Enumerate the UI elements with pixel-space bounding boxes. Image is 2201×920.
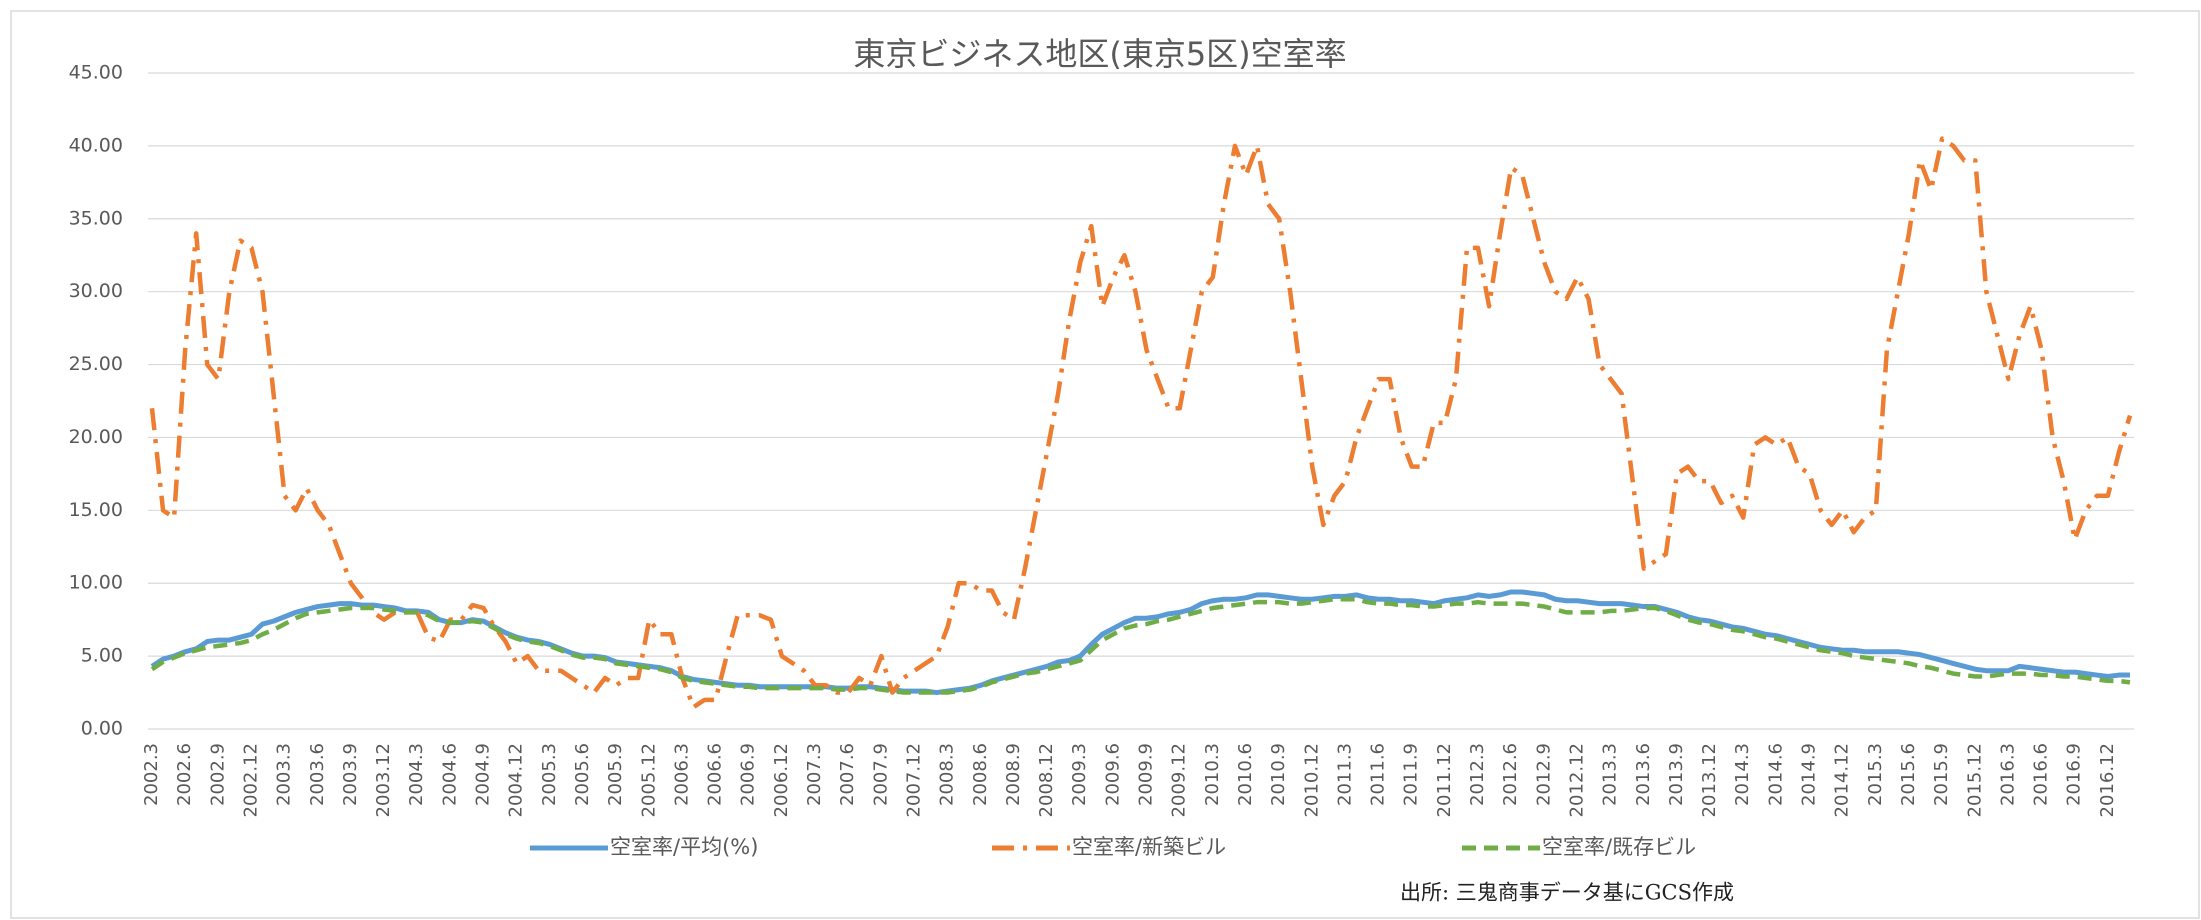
y-tick-label: 25.00 [69, 353, 123, 375]
x-tick-label: 2006.12 [771, 743, 792, 817]
y-tick-label: 20.00 [69, 426, 123, 448]
series-line [149, 136, 2133, 710]
x-tick-label: 2005.3 [539, 743, 560, 806]
x-tick-label: 2002.6 [174, 743, 195, 806]
y-tick-label: 15.00 [69, 499, 123, 521]
x-tick-label: 2013.6 [1633, 743, 1654, 806]
y-tick-label: 45.00 [69, 62, 123, 84]
x-tick-label: 2004.3 [406, 743, 427, 806]
x-tick-label: 2011.9 [1401, 743, 1422, 806]
legend-label: 空室率/既存ビル [1542, 835, 1696, 859]
x-tick-label: 2015.12 [1964, 743, 1985, 817]
x-tick-label: 2005.12 [638, 743, 659, 817]
y-tick-label: 0.00 [81, 718, 123, 740]
y-tick-label: 35.00 [69, 207, 123, 229]
x-tick-label: 2006.3 [671, 743, 692, 806]
x-tick-label: 2005.6 [572, 743, 593, 806]
x-tick-label: 2014.3 [1732, 743, 1753, 806]
x-tick-label: 2007.9 [870, 743, 891, 806]
x-tick-label: 2006.9 [738, 743, 759, 806]
x-tick-label: 2009.6 [1102, 743, 1123, 806]
x-tick-label: 2010.12 [1301, 743, 1322, 817]
x-tick-label: 2004.6 [439, 743, 460, 806]
x-tick-label: 2004.9 [473, 743, 494, 806]
x-tick-label: 2008.9 [1003, 743, 1024, 806]
x-tick-label: 2013.9 [1666, 743, 1687, 806]
x-tick-label: 2014.9 [1799, 743, 1820, 806]
x-tick-label: 2007.6 [837, 743, 858, 806]
x-tick-label: 2011.6 [1368, 743, 1389, 806]
y-tick-label: 5.00 [81, 645, 123, 667]
x-tick-label: 2011.3 [1334, 743, 1355, 806]
x-tick-label: 2004.12 [506, 743, 527, 817]
x-tick-label: 2016.6 [2031, 743, 2052, 806]
x-tick-label: 2009.12 [1169, 743, 1190, 817]
chart-frame [10, 10, 2200, 919]
x-tick-label: 2002.3 [141, 743, 162, 806]
x-tick-label: 2003.9 [340, 743, 361, 806]
source-note: 出所: 三鬼商事データ基にGCS作成 [1400, 881, 1734, 905]
x-tick-label: 2003.6 [307, 743, 328, 806]
legend-label: 空室率/新築ビル [1072, 835, 1226, 859]
x-tick-label: 2012.3 [1467, 743, 1488, 806]
x-tick-label: 2014.6 [1765, 743, 1786, 806]
x-tick-label: 2008.12 [1036, 743, 1057, 817]
x-tick-label: 2015.9 [1931, 743, 1952, 806]
x-tick-label: 2016.9 [2064, 743, 2085, 806]
x-tick-label: 2006.6 [705, 743, 726, 806]
x-tick-label: 2009.9 [1136, 743, 1157, 806]
x-tick-label: 2013.3 [1600, 743, 1621, 806]
x-tick-label: 2002.12 [240, 743, 261, 817]
x-tick-label: 2009.3 [1069, 743, 1090, 806]
chart-title: 東京ビジネス地区(東京5区)空室率 [853, 35, 1346, 73]
legend-label: 空室率/平均(%) [610, 835, 758, 859]
x-tick-label: 2015.6 [1898, 743, 1919, 806]
x-tick-label: 2008.3 [937, 743, 958, 806]
x-tick-label: 2003.12 [373, 743, 394, 817]
x-tick-label: 2010.6 [1235, 743, 1256, 806]
x-tick-label: 2012.12 [1566, 743, 1587, 817]
series-line [150, 597, 2131, 695]
y-tick-label: 10.00 [69, 572, 123, 594]
x-tick-label: 2002.9 [207, 743, 228, 806]
x-tick-label: 2014.12 [1832, 743, 1853, 817]
x-tick-label: 2015.3 [1865, 743, 1886, 806]
x-tick-label: 2010.9 [1268, 743, 1289, 806]
x-tick-label: 2008.6 [970, 743, 991, 806]
x-tick-label: 2016.12 [2097, 743, 2118, 817]
x-tick-label: 2013.12 [1699, 743, 1720, 817]
y-tick-label: 30.00 [69, 280, 123, 302]
x-tick-label: 2007.3 [804, 743, 825, 806]
x-tick-label: 2016.3 [1997, 743, 2018, 806]
x-tick-label: 2010.3 [1202, 743, 1223, 806]
x-tick-label: 2007.12 [903, 743, 924, 817]
x-tick-label: 2005.9 [605, 743, 626, 806]
x-tick-label: 2012.6 [1500, 743, 1521, 806]
x-tick-label: 2011.12 [1434, 743, 1455, 817]
y-tick-label: 40.00 [69, 134, 123, 156]
x-tick-label: 2012.9 [1533, 743, 1554, 806]
x-tick-label: 2003.3 [274, 743, 295, 806]
